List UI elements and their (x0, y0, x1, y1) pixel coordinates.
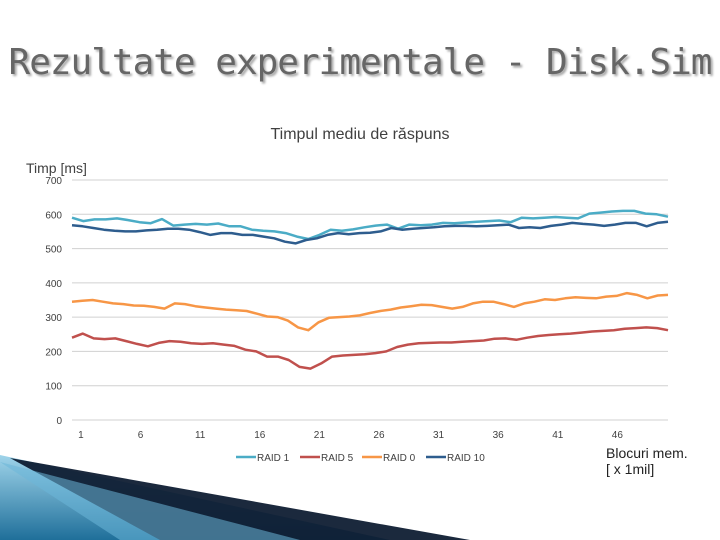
y-tick-label: 100 (45, 382, 62, 393)
legend-label: RAID 10 (447, 453, 485, 464)
x-tick-label: 1 (78, 430, 84, 441)
slide-title: Rezultate experimentale - Disk.Sim (8, 42, 713, 83)
series-line-raid-1 (71, 209, 669, 241)
y-tick-label: 300 (45, 313, 62, 324)
series-line-raid-0 (71, 291, 669, 332)
legend-label: RAID 1 (257, 453, 290, 464)
x-axis-label: Blocuri mem. [ x 1mil] (606, 445, 688, 477)
x-tick-label: 31 (433, 430, 445, 441)
x-axis-label-line2: [ x 1mil] (606, 461, 655, 477)
y-tick-label: 500 (45, 245, 62, 256)
series-line-raid-5 (71, 326, 669, 370)
x-tick-label: 11 (195, 430, 206, 441)
y-tick-label: 400 (45, 279, 62, 290)
chart-title: Timpul mediu de răspuns (270, 126, 449, 143)
y-axis-label: Timp [ms] (26, 160, 87, 176)
legend-label: RAID 5 (321, 453, 354, 464)
y-tick-label: 0 (56, 416, 62, 427)
x-tick-label: 36 (493, 430, 505, 441)
y-tick-label: 200 (45, 347, 62, 358)
x-tick-label: 6 (138, 430, 144, 441)
series-line-raid-10 (71, 220, 669, 245)
x-tick-label: 16 (254, 430, 266, 441)
y-tick-label: 700 (45, 176, 62, 187)
legend-label: RAID 0 (383, 453, 416, 464)
y-tick-label: 600 (45, 210, 62, 221)
decor-wedge-highlight (0, 462, 300, 540)
x-tick-label: 21 (314, 430, 326, 441)
x-axis-label-line1: Blocuri mem. (606, 445, 688, 461)
x-tick-label: 46 (612, 430, 624, 441)
x-tick-label: 41 (552, 430, 564, 441)
x-tick-label: 26 (373, 430, 385, 441)
